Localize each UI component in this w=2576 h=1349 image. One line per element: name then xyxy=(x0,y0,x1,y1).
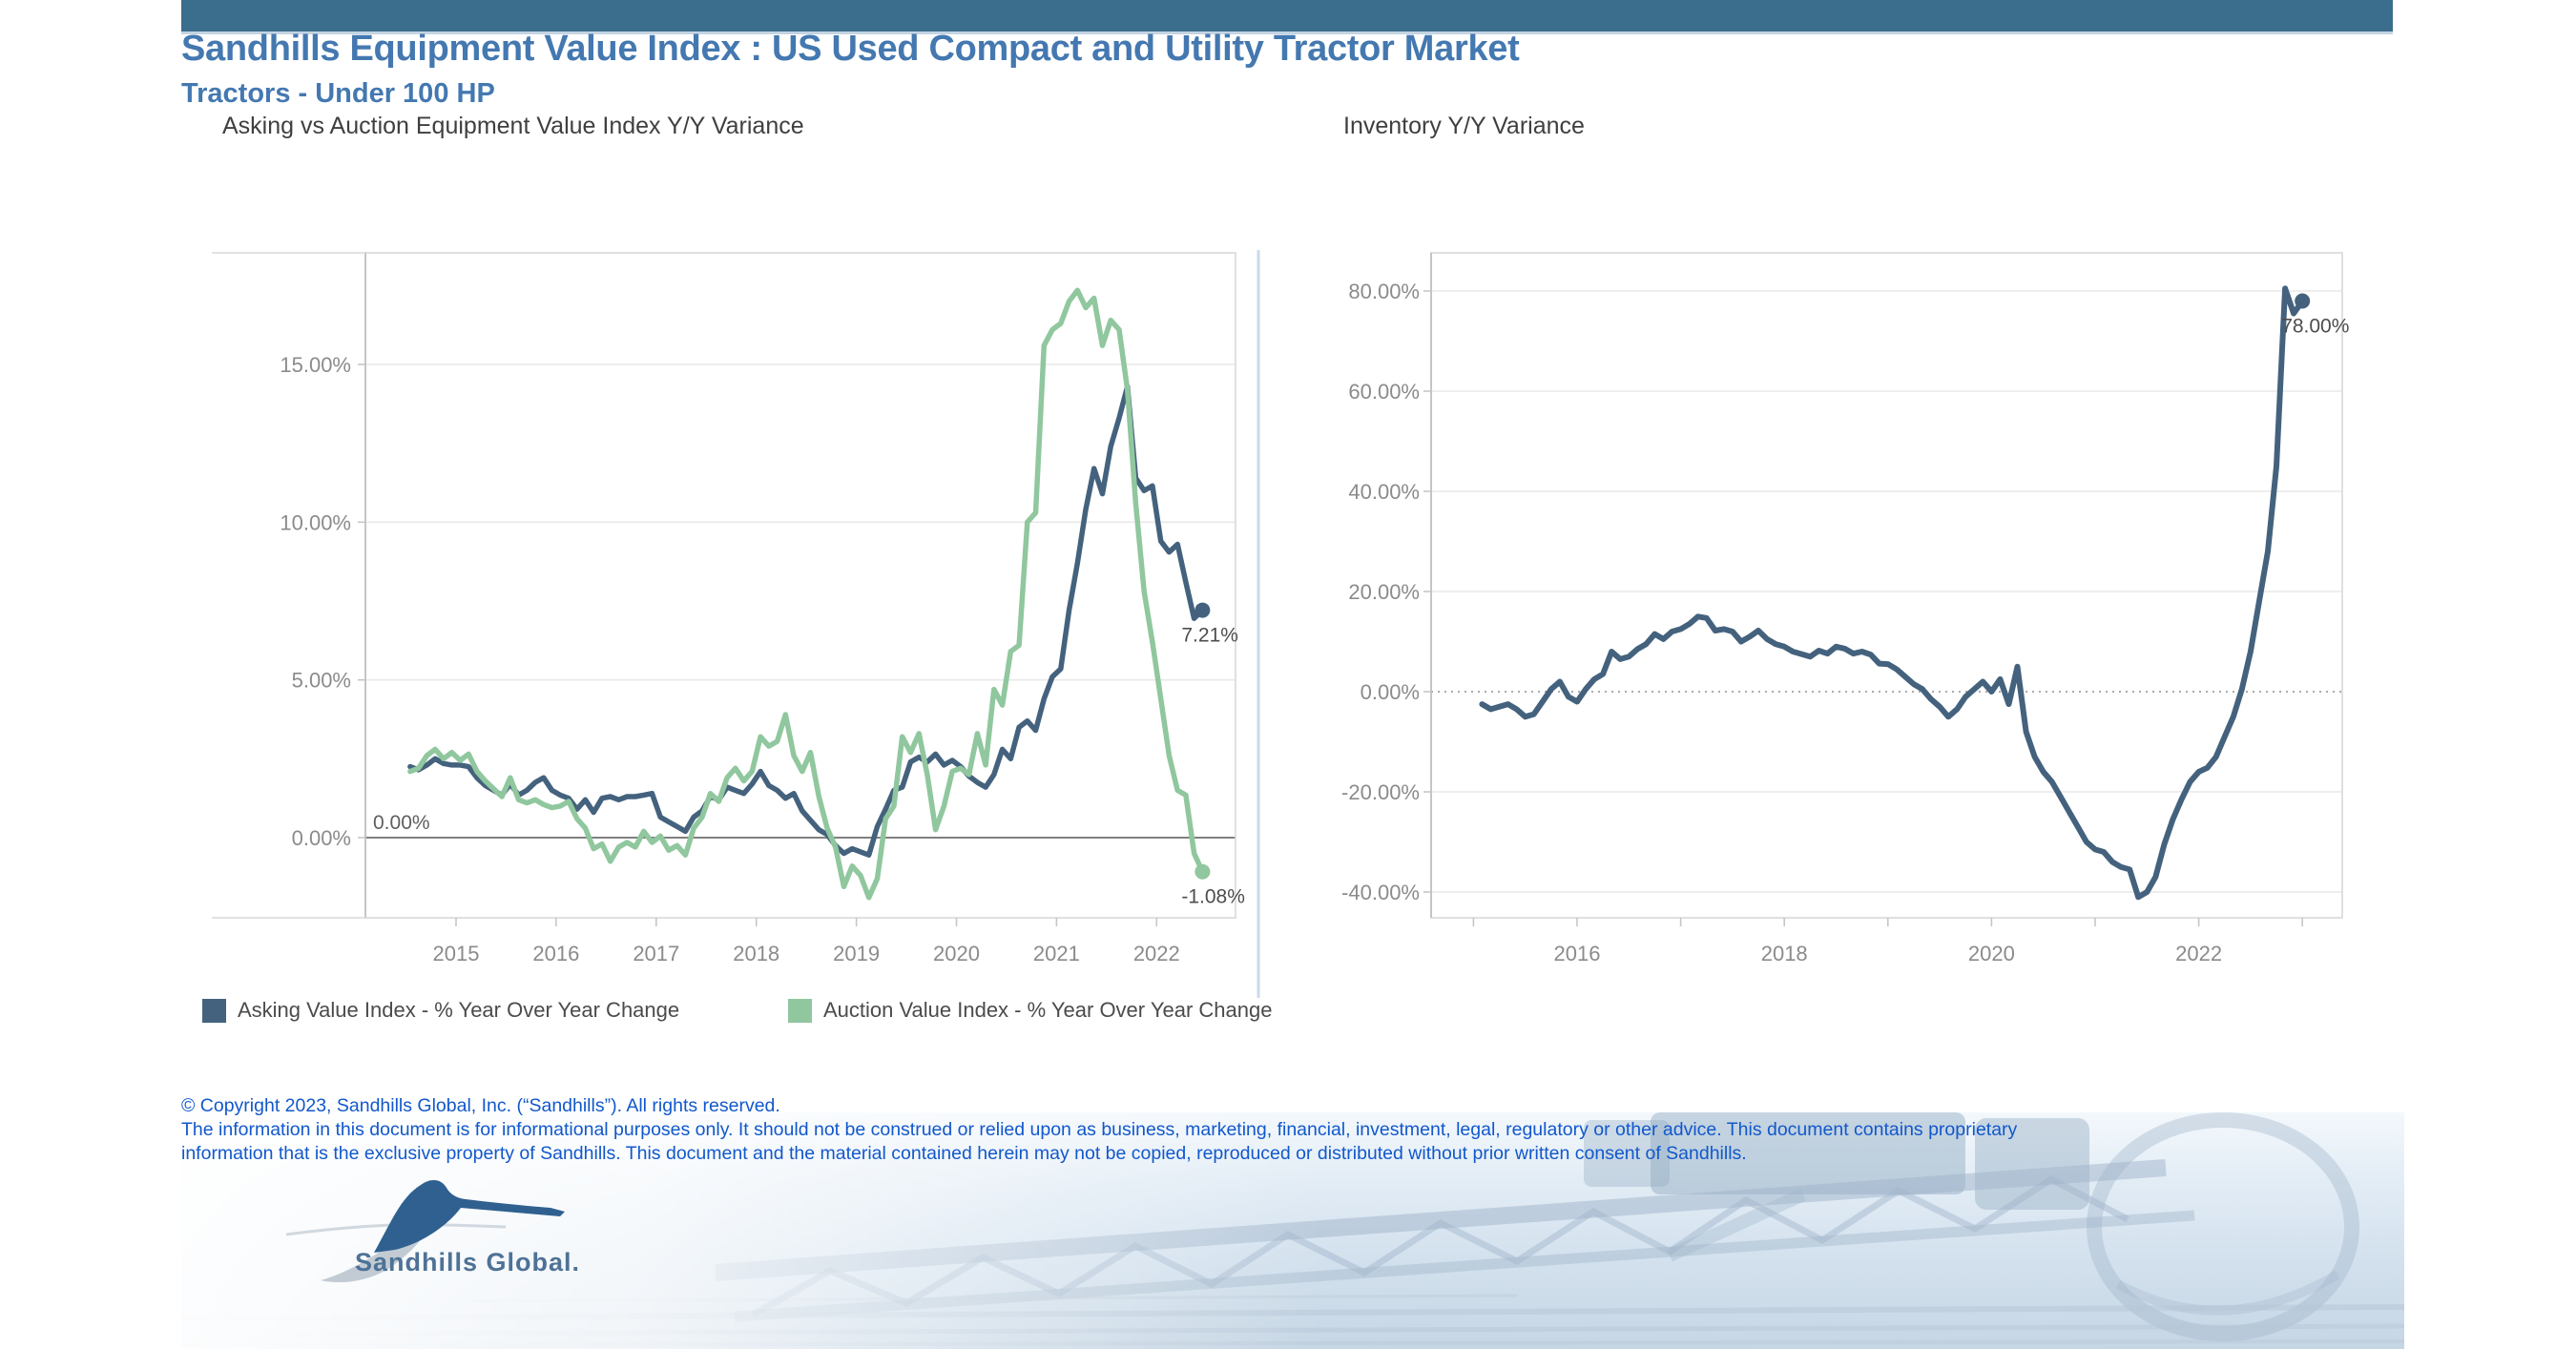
y-gridlines: 80.00% 60.00% 40.00% 20.00% 0.00% -20.00% -40.… xyxy=(1341,280,2342,904)
y-gridlines: 15.00% 10.00% 5.00% 0.00% xyxy=(280,353,1236,850)
legend-label: Asking Value Index - % Year Over Year Ch… xyxy=(238,998,680,1022)
series-end-dot xyxy=(1195,602,1211,618)
y-axis-tick-label: 40.00% xyxy=(1348,480,1420,504)
asking-auction-chart-title: Asking vs Auction Equipment Value Index … xyxy=(222,113,804,139)
disclaimer-line-1: The information in this document is for … xyxy=(181,1119,2018,1140)
x-axis: 2016 2018 2020 2022 xyxy=(1472,918,2303,965)
y-axis-tick-label: -20.00% xyxy=(1341,780,1420,804)
series-end-label: 7.21% xyxy=(1181,625,1238,647)
x-axis-tick-label: 2019 xyxy=(833,942,880,965)
logo-text: Sandhills Global. xyxy=(355,1248,580,1276)
y-axis-tick-label: 20.00% xyxy=(1348,580,1420,604)
plot-border xyxy=(1430,252,2343,919)
series-path-1[interactable] xyxy=(407,287,1206,901)
inventory-chart-title: Inventory Y/Y Variance xyxy=(1343,113,1585,139)
auction-series-swatch xyxy=(788,998,812,1023)
y-axis-tick-label: 60.00% xyxy=(1348,380,1420,404)
series-end-label: 78.00% xyxy=(2281,316,2349,338)
series-end-label: -1.08% xyxy=(1181,886,1245,908)
reel-wheel xyxy=(2087,1112,2359,1341)
y-axis-tick-label: 5.00% xyxy=(292,669,351,693)
x-axis-tick-label: 2022 xyxy=(2175,942,2222,965)
zero-line-label: 0.00% xyxy=(373,812,430,834)
series-path-0[interactable] xyxy=(1479,285,2306,901)
series-end-dot xyxy=(1195,863,1211,880)
y-axis-tick-label: 0.00% xyxy=(292,826,351,850)
x-axis-tick-label: 2022 xyxy=(1133,942,1180,965)
series-path-0[interactable] xyxy=(407,384,1206,858)
x-axis-tick-label: 2015 xyxy=(433,942,480,965)
x-axis-tick-label: 2018 xyxy=(1761,942,1808,965)
y-axis-tick-label: 0.00% xyxy=(1361,680,1420,704)
page-title: Sandhills Equipment Value Index : US Use… xyxy=(181,29,1520,69)
copyright-text: © Copyright 2023, Sandhills Global, Inc.… xyxy=(181,1095,780,1116)
asking-series-swatch xyxy=(202,998,226,1023)
header-bar xyxy=(181,0,2393,34)
y-axis-tick-label: 15.00% xyxy=(280,353,351,377)
x-axis-tick-label: 2017 xyxy=(633,942,679,965)
x-axis-tick-label: 2018 xyxy=(733,942,779,965)
asking-auction-chart[interactable]: 15.00%10.00%5.00%0.00%0.00%2015 2016 2017 2… xyxy=(212,252,1245,965)
x-axis-tick-label: 2021 xyxy=(1033,942,1080,965)
legend-item-auction[interactable]: Auction Value Index - % Year Over Year C… xyxy=(788,998,1272,1023)
legend-label: Auction Value Index - % Year Over Year C… xyxy=(823,998,1273,1022)
x-axis: 2015 2016 2017 2018 2019 2020 2021 2022 xyxy=(433,918,1180,965)
x-axis-tick-label: 2020 xyxy=(1968,942,2015,965)
x-axis-tick-label: 2016 xyxy=(532,942,579,965)
combine-cab xyxy=(1651,1112,1965,1194)
page-subtitle: Tractors - Under 100 HP xyxy=(181,78,495,109)
series-end-dot xyxy=(2295,293,2311,309)
x-axis-tick-label: 2016 xyxy=(1554,942,1601,965)
y-axis-tick-label: 80.00% xyxy=(1348,280,1420,303)
plot-border xyxy=(364,252,1236,919)
crane-body xyxy=(374,1179,565,1253)
legend-item-asking[interactable]: Asking Value Index - % Year Over Year Ch… xyxy=(202,998,679,1023)
inventory-chart[interactable]: 80.00% 60.00% 40.00% 20.00% 0.00% -20.00% -40.… xyxy=(1341,252,2349,965)
disclaimer-line-2: information that is the exclusive proper… xyxy=(181,1143,1747,1164)
y-axis-tick-label: 10.00% xyxy=(280,510,351,534)
y-axis-tick-label: -40.00% xyxy=(1341,881,1420,904)
sandhills-global-logo: Sandhills Global. xyxy=(285,1179,580,1283)
banner-left-fade xyxy=(181,1112,1326,1349)
x-axis-tick-label: 2020 xyxy=(933,942,980,965)
